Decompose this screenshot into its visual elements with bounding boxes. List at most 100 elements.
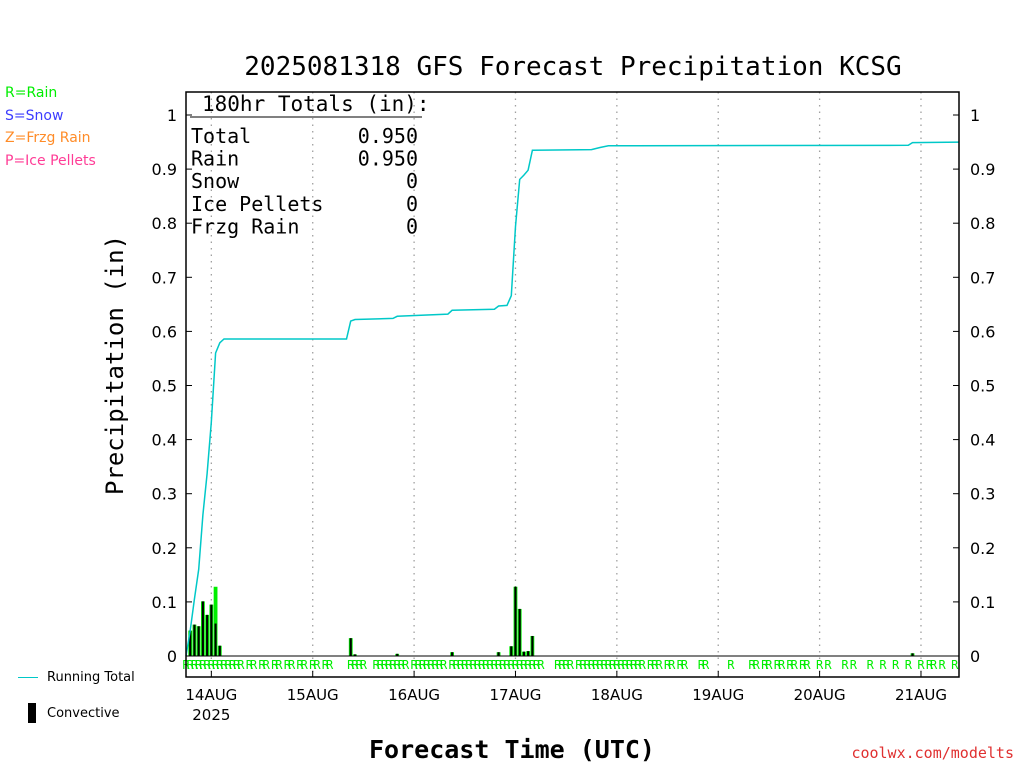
ptype-code: R (296, 658, 304, 672)
ptype-code: R (774, 658, 782, 672)
ptype-code: R (208, 658, 216, 672)
ptype-code: R (301, 658, 309, 672)
ptype-code: R (799, 658, 807, 672)
ptype-code: R (191, 658, 199, 672)
convective-bar (396, 653, 399, 656)
ptype-code: R (503, 658, 511, 672)
ptype-code: R (647, 658, 655, 672)
ptype-code: R (516, 658, 524, 672)
y-tick-label-right: 0.9 (970, 160, 995, 179)
ptype-code: R (748, 658, 756, 672)
x-tick-label: 19AUG (692, 686, 744, 704)
convective-bar (210, 604, 213, 656)
convective-bar (349, 638, 352, 656)
running-total-swatch (18, 677, 38, 678)
ptype-code: R (529, 658, 537, 672)
convective-bar (353, 654, 357, 656)
y-tick-label-right: 0.2 (970, 539, 995, 558)
ptype-code: R (482, 658, 490, 672)
ptype-code: R (803, 658, 811, 672)
ptype-code: R (233, 658, 241, 672)
ptype-code: R (930, 658, 938, 672)
ptype-code: R (470, 658, 478, 672)
ptype-code: R (786, 658, 794, 672)
ptype-code: R (187, 658, 195, 672)
ptype-code: R (398, 658, 406, 672)
ptype-code: R (677, 658, 685, 672)
y-tick-label-right: 1 (970, 106, 980, 125)
totals-box: 180hr Totals (in): Total 0.950 Rain 0.950 Sn… (190, 92, 430, 238)
y-tick-label-left: 0.4 (152, 431, 177, 450)
y-tick-label-right: 0 (970, 647, 980, 666)
ptype-code: R (436, 658, 444, 672)
axes: 0 00.1 0.10.2 0.20.3 0.30.4 0.40.5 0.50.6 0.60.… (152, 91, 995, 724)
ptype-code: R (668, 658, 676, 672)
y-tick-label-right: 0.8 (970, 214, 995, 233)
ptype-code: R (453, 658, 461, 672)
convective-swatch (28, 703, 36, 723)
ptype-code: R (478, 658, 486, 672)
totals-row-label: Ice Pellets (191, 192, 323, 216)
ptype-code: R (588, 658, 596, 672)
ptype-code: R (917, 658, 925, 672)
x-tick-label: 17AUG (489, 686, 541, 704)
ptype-code: R (841, 658, 849, 672)
y-tick-label-left: 0.2 (152, 539, 177, 558)
ptype-code: R (313, 658, 321, 672)
ptype-code: R (237, 658, 245, 672)
y-tick-label-left: 0.7 (152, 268, 177, 287)
plot-frame (185, 91, 960, 678)
ptype-code: R (567, 658, 575, 672)
ptype-code: R (778, 658, 786, 672)
totals-row-value: 0 (406, 169, 418, 193)
ptype-code: R (554, 658, 562, 672)
ptype-code: R (326, 658, 334, 672)
ptype-code: R (432, 658, 440, 672)
ptype-code: R (605, 658, 613, 672)
x-tick-label: 14AUG (185, 686, 237, 704)
y-tick-label-right: 0.5 (970, 377, 995, 396)
x-tick-label: 21AUG (895, 686, 947, 704)
totals-row-value: 0 (406, 214, 418, 238)
y-tick-label-right: 0.6 (970, 322, 995, 341)
ptype-code: R (246, 658, 254, 672)
y-tick-label-right: 0.4 (970, 431, 995, 450)
ptype-code: R (457, 658, 465, 672)
convective-bar (531, 635, 534, 656)
ptype-code: R (634, 658, 642, 672)
ptype-code: R (761, 658, 769, 672)
ptype-code: R (351, 658, 359, 672)
ptype-code: R (284, 658, 292, 672)
ptype-code: R (592, 658, 600, 672)
ptype-code: R (271, 658, 279, 672)
ptype-code: R (651, 658, 659, 672)
ptype-code: R (212, 658, 220, 672)
ptype-code: R (410, 658, 418, 672)
totals-row-value: 0 (406, 192, 418, 216)
ptype-code: R (702, 658, 710, 672)
ptype-code: R (491, 658, 499, 672)
totals-row-label: Snow (191, 169, 240, 193)
ptype-code: R (698, 658, 706, 672)
convective-bar (451, 652, 454, 656)
ptype-code: R (630, 658, 638, 672)
ptype-code: R (389, 658, 397, 672)
ptype-code: R (727, 658, 735, 672)
convective-bar (527, 651, 530, 656)
y-tick-label-right: 0.7 (970, 268, 995, 287)
chart-title: 2025081318 GFS Forecast Precipitation KC… (244, 52, 901, 82)
ptype-code: R (525, 658, 533, 672)
ptype-code: R (394, 658, 402, 672)
y-axis-label: Precipitation (in) (101, 235, 129, 495)
ptype-code: R (423, 658, 431, 672)
ptype-code: R (655, 658, 663, 672)
ptype-code: R (372, 658, 380, 672)
y-tick-label-left: 0.9 (152, 160, 177, 179)
convective-bar (514, 586, 517, 656)
ptype-code: R (225, 658, 233, 672)
ptype-code: R (951, 658, 959, 672)
ptype-code: R (579, 658, 587, 672)
ptype-code: R (765, 658, 773, 672)
y-tick-label-right: 0.3 (970, 485, 995, 504)
